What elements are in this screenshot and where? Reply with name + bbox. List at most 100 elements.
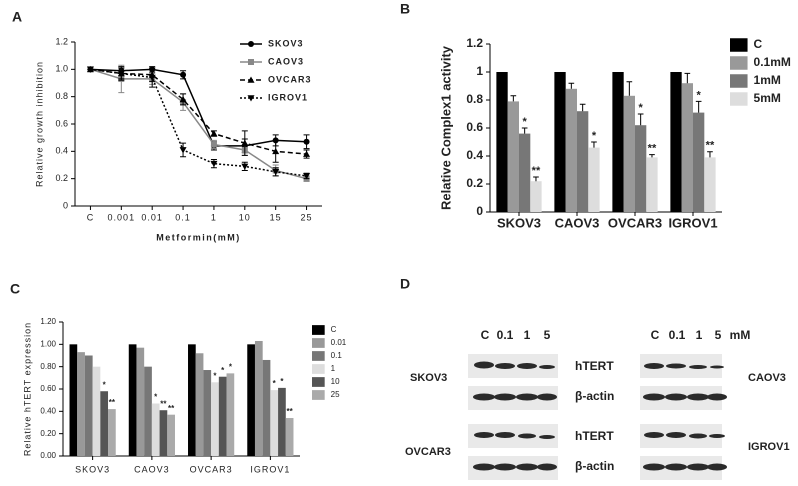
panel-label: C [10, 281, 20, 297]
bar [167, 414, 175, 456]
blot-images [468, 354, 727, 480]
y-tick-label: 1 [476, 64, 483, 78]
x-tick-label: 10 [239, 212, 251, 222]
significance: * [523, 116, 528, 128]
y-axis-label: Relative Complex1 activity [438, 45, 453, 210]
bar [507, 101, 519, 212]
bar [211, 382, 219, 456]
significance: ** [168, 404, 175, 413]
marker [272, 147, 280, 155]
bar [565, 88, 577, 212]
x-tick-label: 0.001 [108, 212, 136, 222]
bar [144, 366, 152, 456]
marker [210, 160, 218, 168]
cell-line-label: IGROV1 [748, 441, 790, 453]
x-tick-label: IGROV1 [250, 464, 290, 474]
marker [179, 147, 187, 154]
bar [519, 133, 531, 212]
protein-label: hTERT [575, 429, 614, 443]
error-bar [579, 103, 586, 112]
bar [254, 340, 263, 456]
marker [272, 169, 280, 176]
legend-swatch [730, 56, 748, 70]
bar [681, 83, 693, 212]
y-tick-label: 0.00 [40, 451, 56, 460]
legend-label: CAOV3 [268, 56, 304, 66]
legend-label: 1 [331, 364, 336, 373]
significance: * [697, 89, 702, 101]
marker [148, 74, 156, 82]
error-bar [533, 176, 539, 182]
bar [69, 344, 78, 456]
significance: * [154, 393, 158, 402]
marker [303, 150, 311, 157]
bar [195, 353, 204, 456]
marker [303, 138, 310, 145]
bar [577, 111, 589, 212]
x-tick-label: OVCAR3 [190, 464, 233, 474]
x-tick-label: 0.1 [175, 212, 191, 222]
bar [136, 347, 145, 456]
significance: ** [109, 398, 116, 407]
lane-label: C [651, 328, 660, 342]
legend-label: C [331, 325, 337, 334]
error-bar [684, 72, 691, 84]
bar [693, 112, 705, 212]
bar [84, 355, 93, 456]
bar [670, 72, 682, 212]
y-tick-label: 0.2 [55, 173, 68, 183]
bar [635, 125, 647, 212]
series-line [90, 68, 307, 147]
marker [247, 76, 255, 83]
marker [303, 173, 311, 180]
error-bar [510, 95, 517, 102]
protein-label: β-actin [575, 459, 614, 473]
marker [210, 130, 218, 137]
y-tick-label: 0.2 [466, 176, 483, 190]
marker [241, 163, 249, 170]
y-tick-label: 1.2 [466, 36, 483, 50]
x-tick-label: OVCAR3 [608, 215, 662, 230]
x-tick-label: SKOV3 [75, 464, 110, 474]
bar [218, 376, 227, 456]
y-tick-label: 0 [476, 204, 483, 218]
bar [270, 390, 279, 456]
lane-label: 1 [696, 328, 703, 342]
bar [530, 181, 542, 212]
bar [77, 352, 85, 456]
error-bar [649, 154, 655, 158]
y-tick-label: 0.8 [55, 91, 68, 101]
legend-swatch [312, 390, 325, 400]
error-bar [707, 151, 713, 158]
bar [646, 157, 658, 212]
marker [247, 95, 255, 102]
error-bar [637, 113, 644, 126]
bar [554, 72, 566, 212]
bar [226, 373, 235, 456]
marker [117, 70, 125, 77]
bar [128, 344, 137, 456]
y-tick-label: 0.40 [40, 406, 56, 415]
lane-label: 5 [715, 328, 722, 342]
significance: * [273, 379, 277, 388]
y-tick-label: 0 [63, 200, 68, 210]
error-bar [568, 82, 575, 89]
x-axis-label: Metformin(mM) [156, 232, 241, 242]
legend-swatch [312, 377, 325, 387]
bar [108, 409, 116, 456]
panel-label: A [12, 9, 22, 25]
y-axis-label: Relative hTERT expression [22, 322, 32, 456]
x-tick-label: SKOV3 [497, 215, 541, 230]
bar [612, 72, 624, 212]
significance: * [103, 380, 107, 389]
bar [262, 359, 271, 456]
lane-label: 5 [544, 328, 551, 342]
cell-line-label: CAOV3 [748, 372, 786, 384]
legend-label: 25 [331, 390, 340, 399]
bar [496, 72, 508, 212]
legend-label: 0.1 [331, 351, 343, 360]
x-tick-label: IGROV1 [668, 215, 717, 230]
significance: * [592, 130, 597, 142]
x-tick-label: CAOV3 [134, 464, 170, 474]
